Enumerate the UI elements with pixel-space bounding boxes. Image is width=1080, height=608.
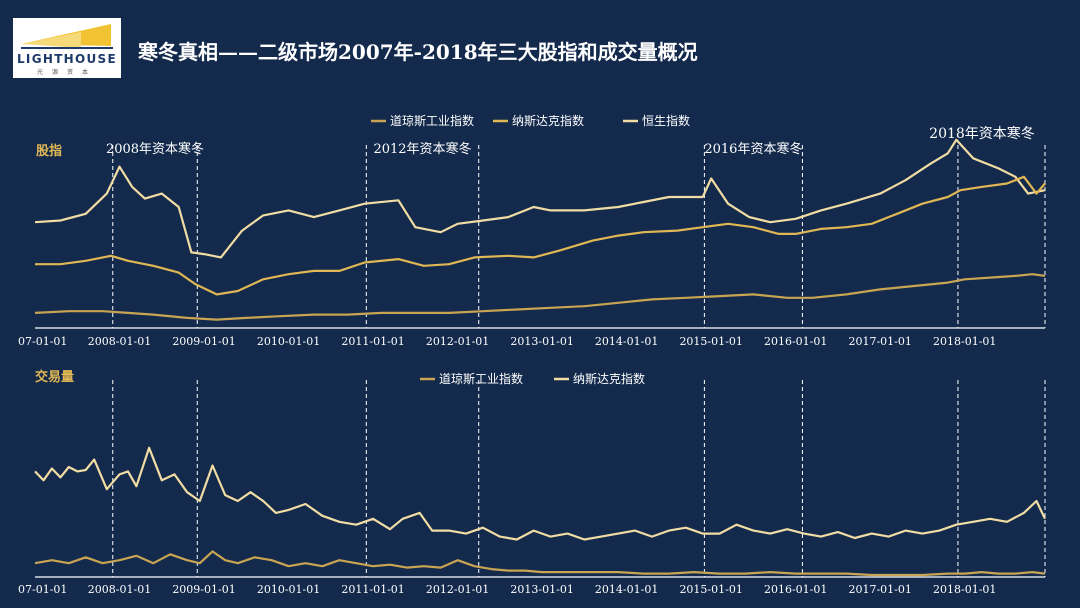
logo-subtext: 光源资本 — [36, 69, 97, 76]
winter-annotation: 2018年资本寒冬 — [929, 125, 1035, 142]
series-line-纳斯达克指数 — [34, 446, 1046, 541]
x-tick-label: 2014-01-01 — [595, 335, 658, 348]
panel-title-1: 交易量 — [35, 369, 74, 385]
legend-label: 道琼斯工业指数 — [390, 113, 474, 128]
x-tick-label: 2008-01-01 — [88, 335, 151, 348]
x-tick-label: 2010-01-01 — [257, 335, 320, 348]
x-tick-label: 2013-01-01 — [510, 335, 573, 348]
legend-label: 道琼斯工业指数 — [439, 371, 523, 386]
series-line-道琼斯工业指数 — [34, 273, 1046, 321]
x-tick-label: 2018-01-01 — [933, 583, 996, 596]
page-title: 寒冬真相——二级市场2007年-2018年三大股指和成交量概况 — [138, 40, 698, 64]
lighthouse-logo: LIGHTHOUSE 光源资本 — [13, 18, 121, 78]
series-line-道琼斯工业指数 — [34, 550, 1046, 577]
series-line-纳斯达克指数 — [35, 175, 1046, 296]
x-tick-label: 07-01-01 — [18, 583, 67, 596]
x-tick-label: 2015-01-01 — [679, 335, 742, 348]
legend-label: 纳斯达克指数 — [573, 371, 645, 386]
x-tick-label: 2011-01-01 — [341, 583, 404, 596]
x-tick-label: 2018-01-01 — [933, 335, 996, 348]
x-tick-label: 2010-01-01 — [257, 583, 320, 596]
panel-title-0: 股指 — [36, 143, 62, 159]
x-tick-label: 2017-01-01 — [848, 583, 911, 596]
legend-label: 纳斯达克指数 — [512, 113, 584, 128]
x-tick-label: 2017-01-01 — [848, 335, 911, 348]
x-tick-label: 2016-01-01 — [764, 583, 827, 596]
x-tick-label: 2012-01-01 — [426, 335, 489, 348]
legend-label: 恒生指数 — [642, 113, 690, 128]
winter-annotation: 2016年资本寒冬 — [704, 141, 802, 157]
x-tick-label: 2015-01-01 — [679, 583, 742, 596]
series-line-恒生指数 — [34, 138, 1046, 259]
x-tick-label: 2008-01-01 — [88, 583, 151, 596]
x-tick-label: 2013-01-01 — [510, 583, 573, 596]
x-tick-label: 2011-01-01 — [341, 335, 404, 348]
winter-annotation: 2008年资本寒冬 — [106, 141, 204, 157]
x-tick-label: 07-01-01 — [18, 335, 67, 348]
x-tick-label: 2009-01-01 — [172, 335, 235, 348]
x-tick-label: 2009-01-01 — [172, 583, 235, 596]
winter-annotation: 2012年资本寒冬 — [373, 141, 471, 157]
logo-name: LIGHTHOUSE — [16, 52, 118, 66]
x-tick-label: 2016-01-01 — [764, 335, 827, 348]
lighthouse-beam-icon — [21, 24, 113, 49]
x-tick-label: 2012-01-01 — [426, 583, 489, 596]
x-tick-label: 2014-01-01 — [595, 583, 658, 596]
